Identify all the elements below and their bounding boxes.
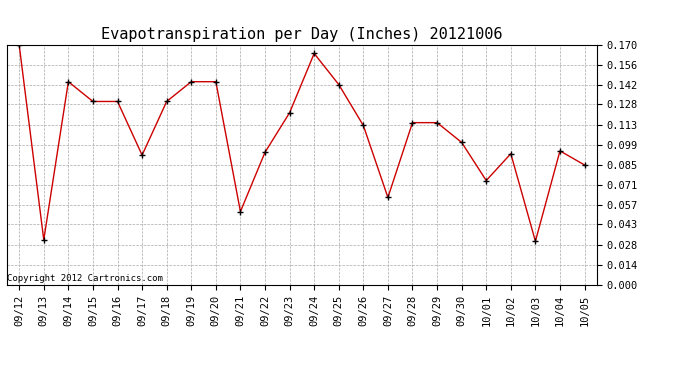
Text: Copyright 2012 Cartronics.com: Copyright 2012 Cartronics.com [7, 274, 163, 283]
Title: Evapotranspiration per Day (Inches) 20121006: Evapotranspiration per Day (Inches) 2012… [101, 27, 502, 42]
